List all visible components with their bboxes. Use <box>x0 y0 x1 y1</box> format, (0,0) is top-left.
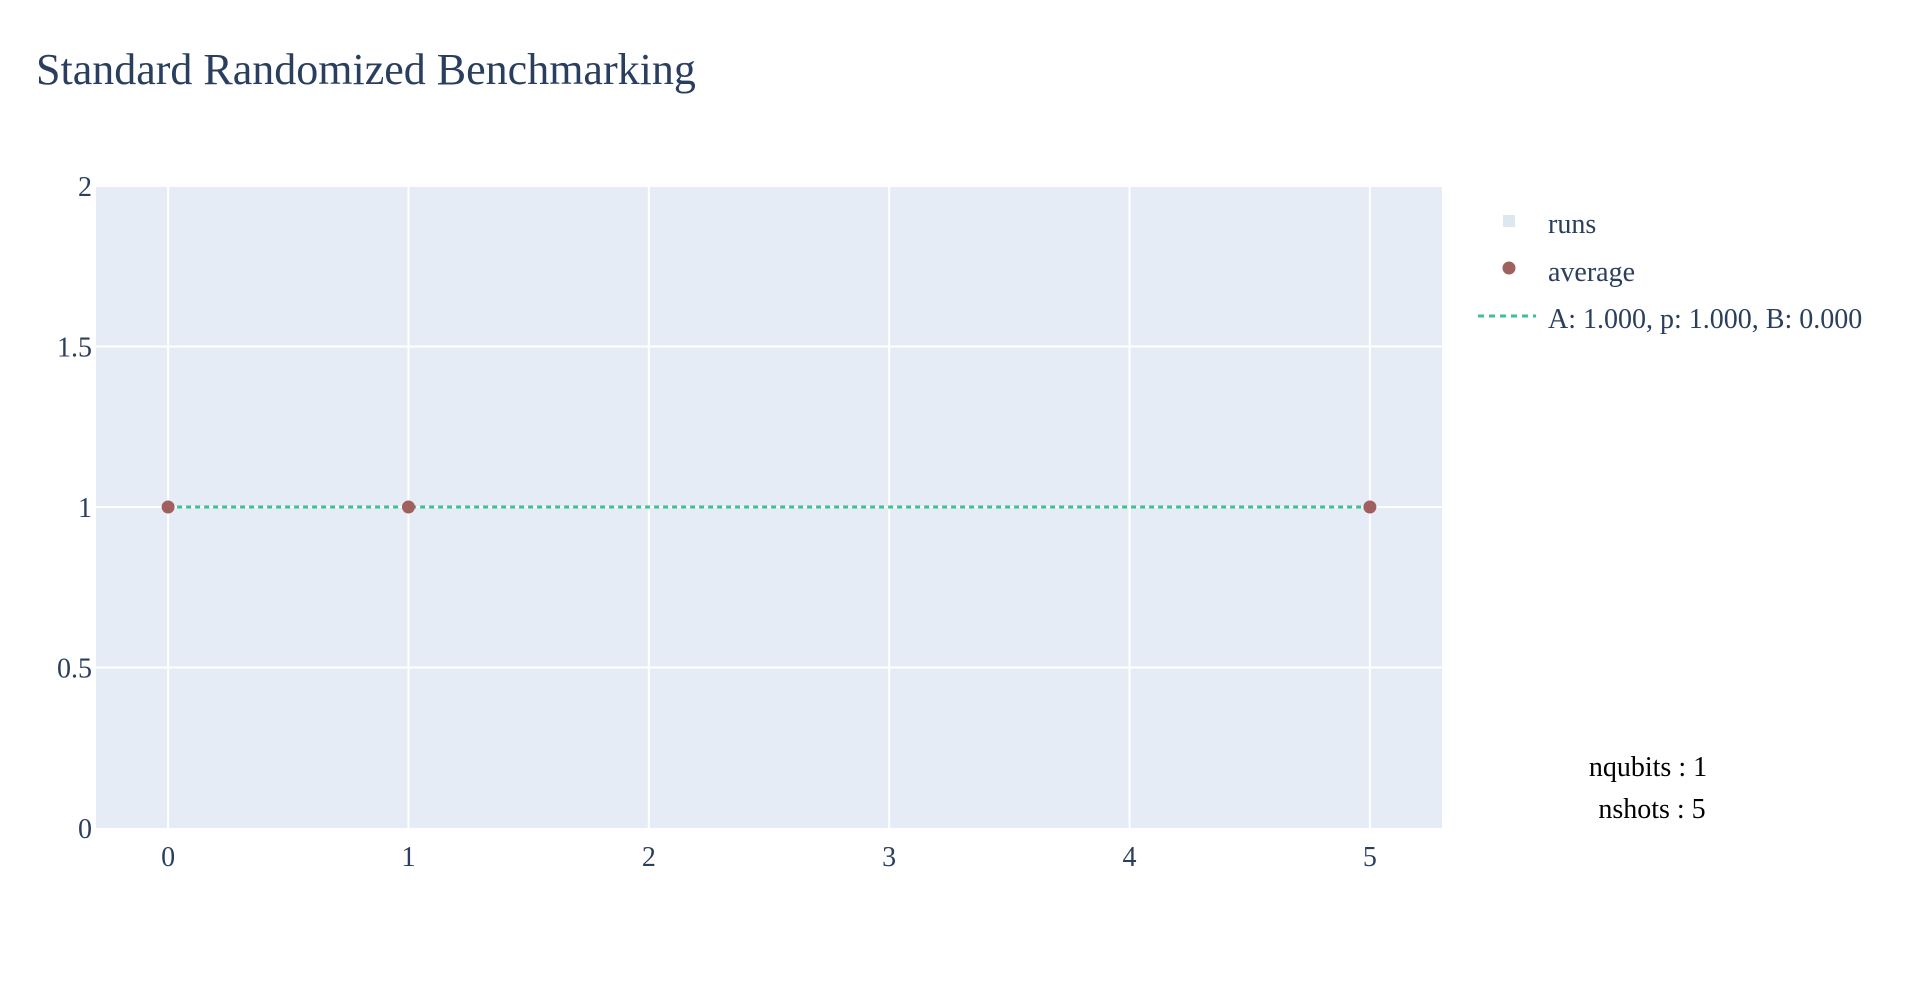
y-tick-label: 0 <box>78 814 92 845</box>
average-point <box>401 500 415 514</box>
legend-item-fit[interactable]: A: 1.000, p: 1.000, B: 0.000 <box>1478 304 1862 335</box>
legend-label-runs: runs <box>1548 209 1596 240</box>
series-layer <box>161 500 1377 514</box>
y-tick-label: 1 <box>78 493 92 524</box>
x-tick-label: 2 <box>642 842 656 873</box>
legend[interactable]: runs average A: 1.000, p: 1.000, B: 0.00… <box>1478 209 1862 335</box>
legend-item-runs[interactable]: runs <box>1503 209 1596 240</box>
x-tick-label: 0 <box>161 842 175 873</box>
legend-swatch-average <box>1502 261 1516 275</box>
average-point <box>161 500 175 514</box>
y-tick-label: 2 <box>78 172 92 203</box>
annotation-nqubits: nqubits : 1 <box>1589 752 1707 783</box>
y-tick-label: 1.5 <box>57 333 92 364</box>
legend-item-average[interactable]: average <box>1502 257 1636 288</box>
chart-title: Standard Randomized Benchmarking <box>36 45 696 94</box>
x-tick-label: 3 <box>882 842 896 873</box>
average-point <box>1363 500 1377 514</box>
x-tick-label: 5 <box>1363 842 1377 873</box>
annotation-nshots: nshots : 5 <box>1598 794 1705 825</box>
legend-label-average: average <box>1548 257 1635 288</box>
x-axis-ticks: 0 1 2 3 4 5 <box>161 842 1377 873</box>
y-tick-label: 0.5 <box>57 654 92 685</box>
y-axis-ticks: 0 0.5 1 1.5 2 <box>57 172 92 845</box>
x-tick-label: 1 <box>401 842 415 873</box>
legend-swatch-runs <box>1503 215 1515 227</box>
legend-label-fit: A: 1.000, p: 1.000, B: 0.000 <box>1548 304 1862 335</box>
x-tick-label: 4 <box>1123 842 1137 873</box>
